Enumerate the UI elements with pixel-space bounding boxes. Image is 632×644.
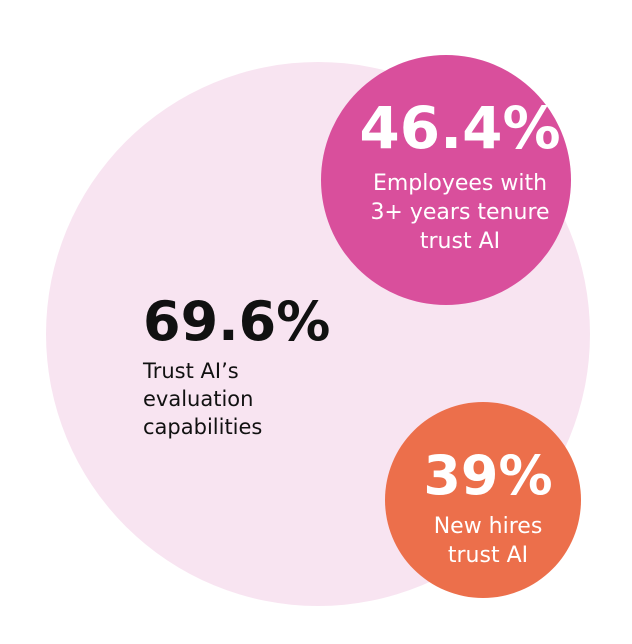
bubble-new-hires: [385, 402, 581, 598]
stat-value: 39%: [423, 444, 552, 507]
stat-value: 69.6%: [143, 290, 330, 353]
stat-label: trust AI: [448, 543, 528, 568]
stat-label: Employees with: [373, 171, 547, 196]
bubble-tenure: [321, 55, 571, 305]
stat-label: capabilities: [143, 415, 262, 439]
stat-label: evaluation: [143, 387, 253, 411]
stat-label: New hires: [434, 514, 543, 539]
stat-label: Trust AI’s: [142, 359, 239, 383]
stat-label: 3+ years tenure: [370, 200, 549, 225]
stat-value: 46.4%: [359, 94, 560, 162]
stat-label: trust AI: [420, 229, 500, 254]
